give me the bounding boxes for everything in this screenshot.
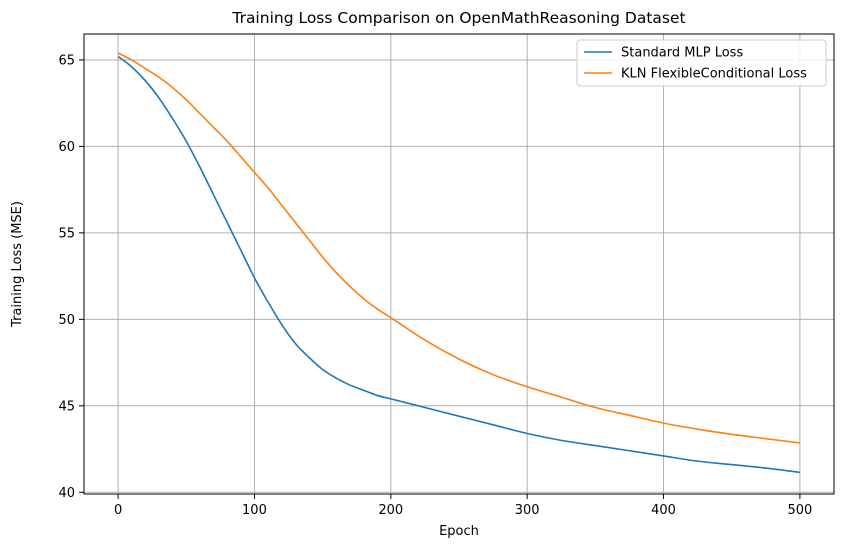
y-tick-label: 50 (58, 313, 75, 328)
y-tick-label: 60 (58, 140, 75, 155)
axes-frame (83, 33, 835, 495)
chart-title: Training Loss Comparison on OpenMathReas… (231, 9, 685, 27)
legend: Standard MLP Loss KLN FlexibleConditional… (576, 39, 827, 87)
y-tick-label: 65 (58, 53, 75, 68)
y-axis-label: Training Loss (MSE) (10, 201, 25, 328)
x-tick-label: 100 (242, 503, 267, 518)
y-tick-label: 40 (58, 486, 75, 501)
grid-lines (84, 34, 834, 494)
x-tick-label: 400 (651, 503, 676, 518)
axis-ticks: 0 100 200 300 400 500 40 45 50 55 60 65 (58, 53, 812, 518)
series-line-2 (117, 52, 801, 444)
x-tick-label: 0 (114, 503, 122, 518)
y-tick-label: 45 (58, 399, 75, 414)
x-tick-label: 500 (787, 503, 812, 518)
series-lines (117, 52, 801, 474)
series-line-1 (117, 55, 801, 474)
x-tick-label: 200 (378, 503, 403, 518)
legend-label-2: KLN FlexibleConditional Loss (621, 67, 807, 82)
legend-box (576, 39, 827, 87)
y-tick-label: 55 (58, 226, 75, 241)
x-tick-label: 300 (515, 503, 540, 518)
legend-label-1: Standard MLP Loss (621, 46, 743, 61)
x-axis-label: Epoch (439, 524, 479, 539)
